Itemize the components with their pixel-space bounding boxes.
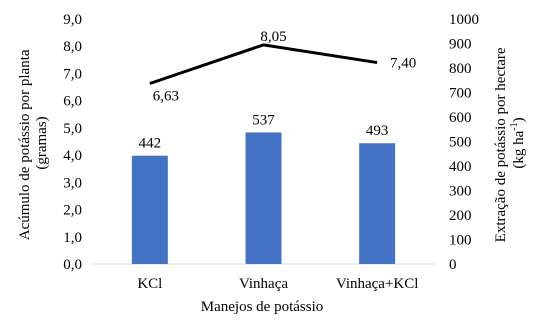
left-axis-title-line1: Acúmulo de potássio por planta [17, 49, 33, 240]
right-axis-title-line1: Extração de potássio por hectare [493, 47, 509, 242]
bar-value-label: 442 [139, 136, 162, 152]
left-tick-label: 5,0 [63, 121, 82, 137]
bar [131, 155, 168, 264]
x-axis-title: Manejos de potássio [201, 299, 323, 315]
right-tick-label: 500 [449, 135, 472, 151]
line-value-label: 6,63 [153, 89, 179, 105]
left-tick-label: 2,0 [63, 203, 82, 219]
right-tick-label: 0 [449, 257, 457, 273]
right-tick-label: 900 [449, 37, 472, 53]
bar-value-label: 493 [366, 123, 389, 139]
left-tick-label: 1,0 [63, 230, 82, 246]
right-tick-label: 600 [449, 110, 472, 126]
bar-value-label: 537 [252, 112, 275, 128]
x-tick-label: Vinhaça+KCl [336, 276, 419, 292]
right-axis-title-line2: (kg ha-1) [509, 117, 527, 168]
line-series [149, 43, 378, 85]
left-tick-label: 4,0 [63, 148, 82, 164]
left-tick-label: 7,0 [63, 66, 82, 82]
line-value-label: 7,40 [390, 56, 416, 72]
right-tick-label: 100 [449, 233, 472, 249]
left-axis-title: Acúmulo de potássio por planta (gramas) [17, 46, 50, 241]
left-axis-ticks: 0,0 1,0 2,0 3,0 4,0 5,0 6,0 7,0 8,0 9,0 [63, 12, 82, 273]
line-value-label: 8,05 [260, 29, 286, 45]
left-tick-label: 0,0 [63, 257, 82, 273]
bars [131, 132, 396, 264]
right-tick-label: 400 [449, 159, 472, 175]
right-axis-title: Extração de potássio por hectare (kg ha-… [493, 44, 527, 243]
left-tick-label: 6,0 [63, 94, 82, 110]
right-axis-title-close: ) [511, 117, 527, 122]
left-tick-label: 9,0 [63, 12, 82, 28]
x-tick-label: Vinhaça [239, 276, 288, 292]
line-labels: 6,63 8,05 7,40 [153, 29, 417, 105]
left-tick-label: 3,0 [63, 175, 82, 191]
right-tick-label: 300 [449, 184, 472, 200]
right-tick-label: 200 [449, 208, 472, 224]
bar [245, 132, 282, 264]
right-tick-label: 800 [449, 61, 472, 77]
right-tick-label: 700 [449, 86, 472, 102]
right-axis-ticks: 0 100 200 300 400 500 600 700 800 900 1000 [449, 12, 479, 273]
line-path [149, 43, 378, 85]
x-tick-label: KCl [137, 276, 162, 292]
right-tick-label: 1000 [449, 12, 479, 28]
left-axis-title-line2: (gramas) [34, 116, 50, 169]
plot-area: 442 537 493 6,63 8,05 7,40 [93, 29, 434, 265]
left-tick-label: 8,0 [63, 39, 82, 55]
bar-labels: 442 537 493 [139, 112, 389, 151]
bar [359, 143, 396, 264]
right-axis-title-unit: (kg ha [511, 130, 527, 168]
x-axis-ticks: KCl Vinhaça Vinhaça+KCl [137, 276, 418, 292]
right-axis-title-superscript: -1 [509, 122, 520, 130]
